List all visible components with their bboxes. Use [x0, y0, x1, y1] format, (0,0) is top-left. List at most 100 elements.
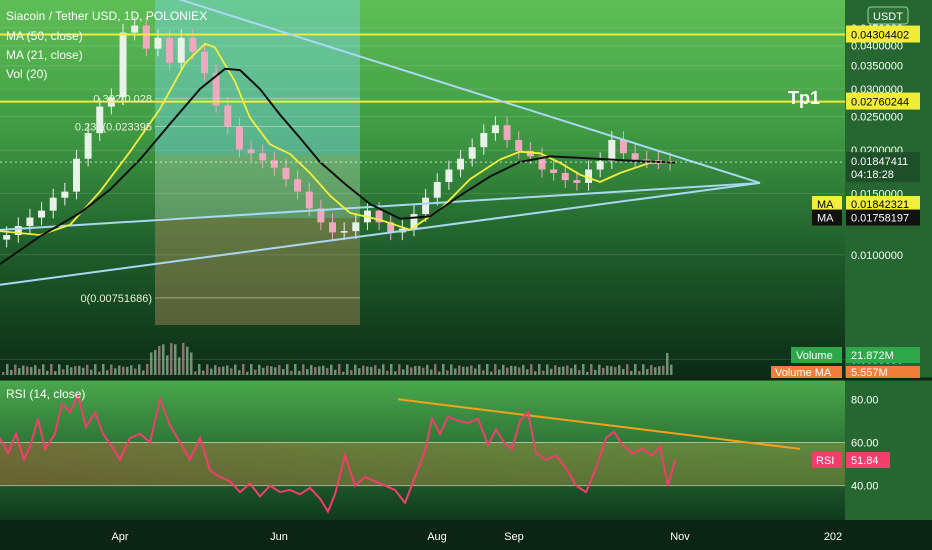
volume-bar: [26, 366, 29, 375]
volume-bar: [442, 364, 445, 375]
candle-body: [317, 208, 325, 223]
volume-bar: [258, 364, 261, 375]
volume-bar: [446, 370, 449, 375]
volume-bar: [450, 364, 453, 375]
rsi-tick-label: 80.00: [851, 394, 879, 406]
rsi-tag-value: 51.84: [851, 455, 879, 467]
volume-bar: [318, 366, 321, 375]
candle-body: [26, 217, 34, 227]
volume-bar: [162, 344, 165, 375]
volume-bar: [426, 364, 429, 375]
volume-bar: [602, 367, 605, 375]
volume-bar: [230, 368, 233, 375]
legend-ma50[interactable]: MA (50, close): [6, 29, 83, 43]
candle-body: [294, 179, 302, 192]
volume-bar: [366, 366, 369, 375]
rsi-line: [0, 392, 676, 514]
rsi-tag-label-bg: [812, 452, 842, 469]
candle-body: [340, 231, 348, 233]
volume-bar: [554, 365, 557, 375]
volume-bar: [314, 367, 317, 375]
volume-bar: [482, 370, 485, 375]
volume-bar: [250, 364, 253, 375]
volume-bar: [670, 364, 673, 375]
candle-body: [480, 133, 488, 148]
candle-body: [189, 37, 197, 52]
candle-body: [212, 73, 220, 106]
volume-bar: [310, 365, 313, 375]
candle-body: [422, 197, 430, 215]
volume-bar: [42, 364, 45, 375]
rsi-tag-value-bg: [846, 452, 890, 469]
candle-body: [177, 37, 185, 63]
candle-body: [375, 210, 383, 223]
volume-bar: [418, 365, 421, 375]
price-tick-label: 0.0100000: [851, 250, 903, 262]
volume-bar: [266, 365, 269, 375]
volume-bar: [490, 371, 493, 375]
ma-tag-value-bg: [846, 196, 920, 213]
tp1-annotation[interactable]: Tp1: [788, 88, 820, 108]
volume-bar: [298, 370, 301, 375]
volume-bar: [550, 368, 553, 375]
volume-bar: [354, 364, 357, 375]
volume-bar: [194, 371, 197, 375]
volume-bar: [214, 365, 217, 375]
volume-bar: [666, 353, 669, 375]
volume-bar: [574, 364, 577, 375]
volume-bar: [190, 352, 193, 375]
candle-body: [72, 158, 80, 192]
volume-bar: [330, 364, 333, 375]
volume-bar: [98, 371, 101, 375]
volume-bar: [262, 367, 265, 375]
volume-bar: [182, 342, 185, 375]
volume-bar: [34, 365, 37, 375]
volume-bar: [238, 370, 241, 375]
currency-button[interactable]: [867, 6, 909, 25]
candle-body: [259, 153, 267, 161]
volume-bar: [70, 367, 73, 375]
price-tick-label: 0.0400000: [851, 41, 903, 53]
legend-ma21[interactable]: MA (21, close): [6, 48, 83, 62]
volume-bar: [374, 365, 377, 375]
volume-bar: [322, 365, 325, 375]
legend-volume[interactable]: Vol (20): [6, 67, 47, 81]
volume-bar: [390, 364, 393, 375]
volume-bar: [606, 365, 609, 375]
candle-body: [515, 139, 523, 151]
candle-body: [49, 197, 57, 211]
volume-bar: [582, 364, 585, 375]
chart-title[interactable]: Siacoin / Tether USD, 1D, POLONIEX: [6, 9, 207, 23]
rsi-legend[interactable]: RSI (14, close): [6, 387, 85, 401]
volume-bar: [394, 371, 397, 375]
volume-bar: [346, 364, 349, 375]
volume-bar: [478, 364, 481, 375]
volume-bar: [158, 345, 161, 375]
rsi-band: [0, 442, 845, 486]
volume-bar: [470, 365, 473, 375]
volume-bar: [522, 364, 525, 375]
volume-tag-value: 21.872M: [851, 350, 894, 362]
volume-tag-value-bg: [846, 347, 920, 363]
price-gridlines: [0, 27, 845, 487]
candle-body: [491, 125, 499, 134]
volume-bar: [542, 370, 545, 375]
volume-bar: [226, 365, 229, 375]
volume-bar: [386, 370, 389, 375]
volume-bar: [2, 372, 5, 375]
volume-bar: [130, 365, 133, 375]
volume-bar: [178, 357, 181, 375]
price-tick-label: 0.0250000: [851, 112, 903, 124]
candle-body: [38, 210, 46, 218]
volume-bar: [30, 367, 33, 375]
volume-bar: [242, 364, 245, 375]
volume-bar: [454, 368, 457, 375]
currency-label: USDT: [873, 11, 903, 23]
price-tick-label: 0.0350000: [851, 61, 903, 73]
volume-bar: [578, 370, 581, 375]
volume-bar: [486, 364, 489, 375]
fib-zone[interactable]: [155, 0, 360, 325]
candle-body: [224, 105, 232, 127]
volume-ma-tag-value: 5.557M: [851, 367, 888, 379]
